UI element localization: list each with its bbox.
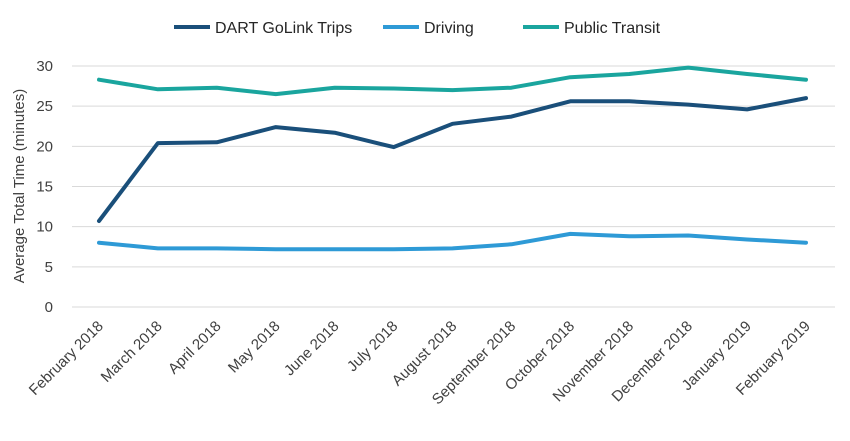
- gridlines: [72, 65, 835, 308]
- y-axis: 0 5 10 15 20 25 30: [36, 58, 53, 316]
- series-line-2: [97, 65, 808, 97]
- legend-label: Public Transit: [564, 20, 661, 37]
- x-tick-label: April 2018: [165, 318, 225, 378]
- y-axis-label: Average Total Time (minutes): [11, 89, 28, 284]
- y-tick-label: 30: [36, 58, 53, 75]
- legend: DART GoLink Trips Driving Public Transit: [174, 20, 661, 37]
- legend-label: Driving: [424, 20, 474, 37]
- x-tick-label: February 2018: [26, 318, 107, 399]
- y-tick-label: 20: [36, 138, 53, 155]
- x-tick-label: March 2018: [98, 318, 166, 386]
- y-tick-label: 5: [45, 259, 53, 276]
- y-tick-label: 0: [45, 299, 53, 316]
- y-tick-label: 10: [36, 219, 53, 236]
- x-tick-label: June 2018: [281, 318, 343, 380]
- x-tick-label: May 2018: [225, 318, 284, 377]
- series-line-1: [97, 231, 808, 252]
- series-lines: [97, 65, 808, 252]
- y-tick-label: 25: [36, 98, 53, 115]
- series-line-0: [97, 96, 808, 223]
- x-tick-label: July 2018: [344, 318, 401, 375]
- legend-label: DART GoLink Trips: [215, 20, 352, 37]
- y-tick-label: 15: [36, 179, 53, 196]
